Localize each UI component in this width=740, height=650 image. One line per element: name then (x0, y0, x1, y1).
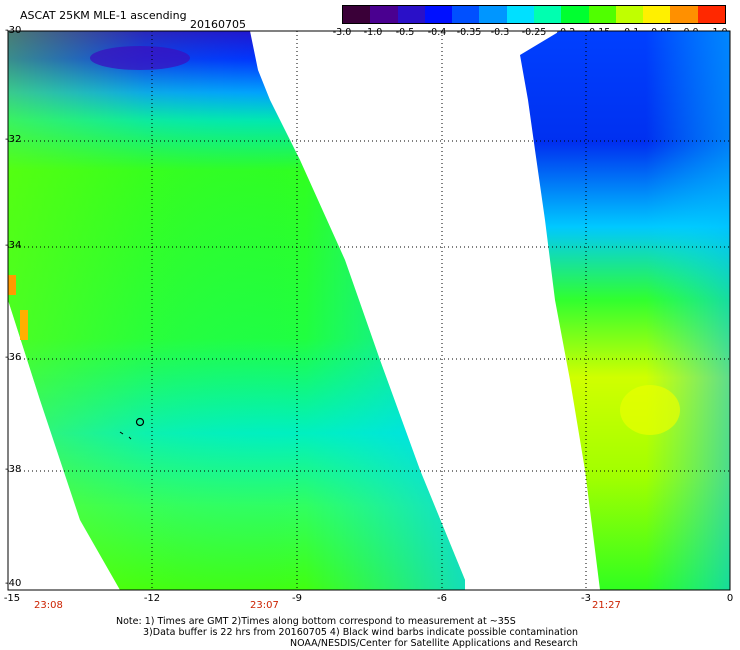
colorbar-label: -0.25 (521, 27, 547, 38)
x-tick-label: -12 (143, 593, 161, 604)
colorbar-swatch (370, 6, 398, 23)
colorbar-swatch (397, 6, 425, 23)
high-value-patch (8, 275, 16, 295)
colorbar-label: -0.4 (427, 27, 447, 38)
contamination-mark (135, 417, 145, 427)
colorbar (342, 5, 726, 24)
colorbar-label: -0.35 (456, 27, 482, 38)
y-tick-label: -38 (5, 464, 22, 475)
swath-left-overlay (8, 31, 465, 590)
pass-time: 23:08 (34, 600, 63, 611)
colorbar-swatch (670, 6, 698, 23)
colorbar-label: -1.0 (363, 27, 383, 38)
map-frame (7, 30, 731, 591)
colorbar-label: -3.0 (332, 27, 352, 38)
colorbar-swatch (697, 6, 725, 23)
y-tick-label: -34 (5, 240, 22, 251)
x-tick-label: 0 (726, 593, 734, 604)
colorbar-swatch (343, 6, 371, 23)
x-tick-label: -15 (3, 593, 21, 604)
colorbar-label: -0.5 (395, 27, 415, 38)
colorbar-swatch (452, 6, 480, 23)
x-tick-label: -3 (581, 593, 591, 604)
product-title: ASCAT 25KM MLE-1 ascending (20, 9, 187, 22)
high-value-patch (620, 385, 680, 435)
colorbar-swatch (424, 6, 453, 23)
swath-right-overlay (520, 31, 730, 590)
y-tick-label: -32 (5, 134, 22, 145)
colorbar-swatch (643, 6, 671, 23)
high-value-patch (20, 310, 28, 340)
footer-note-line1: Note: 1) Times are GMT 2)Times along bot… (116, 616, 516, 627)
x-tick-label: -6 (437, 593, 447, 604)
product-date: 20160705 (190, 18, 246, 31)
footer-note-line2: 3)Data buffer is 22 hrs from 20160705 4)… (143, 627, 579, 638)
x-tick-label: -9 (292, 593, 302, 604)
colorbar-swatch (479, 6, 507, 23)
pass-time: 21:27 (592, 600, 621, 611)
colorbar-label: -0.3 (490, 27, 510, 38)
grid-lines (8, 31, 730, 590)
y-tick-label: -40 (5, 578, 22, 589)
low-value-patch (90, 46, 190, 70)
pass-time: 23:07 (250, 600, 279, 611)
colorbar-swatch (588, 6, 616, 23)
colorbar-swatch (615, 6, 644, 23)
y-tick-label: -30 (5, 25, 22, 36)
wind-barb (119, 431, 124, 435)
y-tick-label: -36 (5, 352, 22, 363)
colorbar-swatch (506, 6, 534, 23)
footer-credit: NOAA/NESDIS/Center for Satellite Applica… (290, 638, 578, 649)
wind-barb (128, 436, 132, 440)
colorbar-swatch (561, 6, 589, 23)
colorbar-swatch (533, 6, 562, 23)
